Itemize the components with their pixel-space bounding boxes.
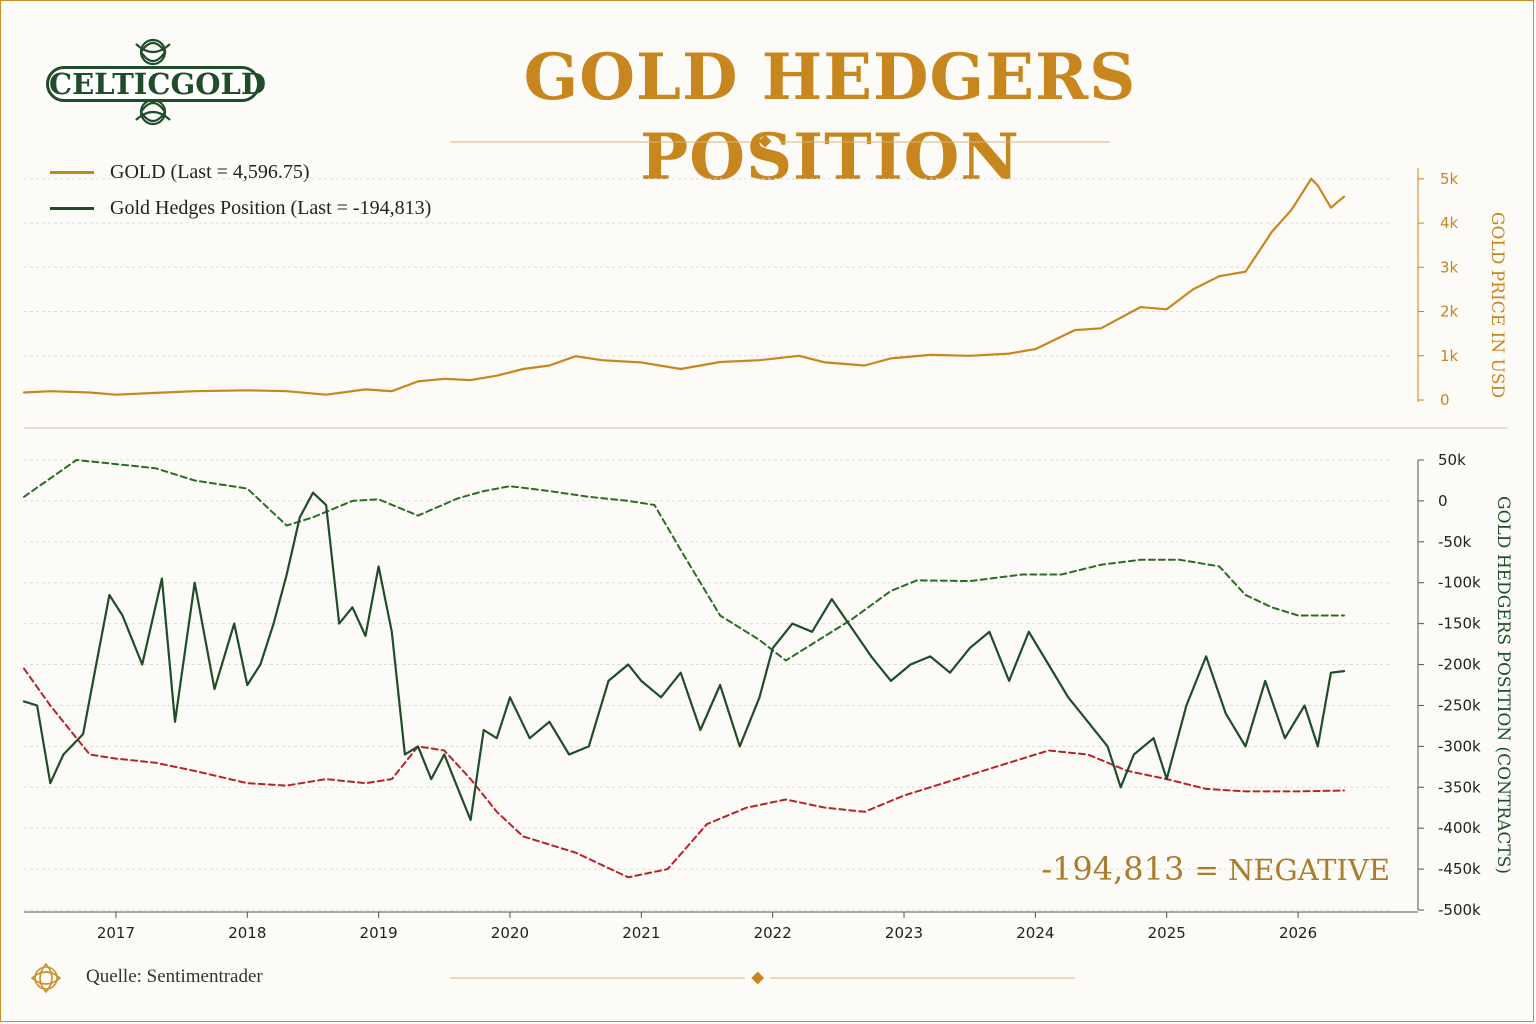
gold-y-tick-label: 2k (1440, 303, 1459, 321)
chart-title: GOLD HEDGERS POSITION (523, 40, 1137, 195)
hedgers-y-tick-label: 0 (1438, 492, 1448, 510)
gold-y-tick-label: 1k (1440, 347, 1459, 365)
hedgers-y-tick-label: -350k (1438, 778, 1481, 796)
annotation-value: -194,813 (1041, 850, 1194, 888)
gold-y-axis-title: GOLD PRICE IN USD (1487, 212, 1507, 398)
lower-band-line (23, 667, 1345, 879)
x-tick-label: 2023 (885, 924, 923, 942)
x-tick-label: 2022 (754, 924, 792, 942)
hedgers-y-axis-title: GOLD HEDGERS POSITION (CONTRACTS) (1493, 496, 1513, 874)
legend-label-gold: GOLD (Last = 4,596.75) (110, 161, 310, 183)
title-divider-diamond (758, 134, 772, 148)
x-tick-label: 2021 (622, 924, 660, 942)
hedgers-y-tick-label: -250k (1438, 696, 1481, 714)
celtic-knot-icon (135, 38, 171, 126)
annotation-text: -194,813 = NEGATIVE (1041, 850, 1390, 888)
hedgers-y-tick-label: -150k (1438, 615, 1481, 633)
hedgers-y-tick-label: -300k (1438, 737, 1481, 755)
gold-y-tick-label: 3k (1440, 258, 1459, 276)
x-tick-label: 2017 (97, 924, 135, 942)
footer-divider-diamond (751, 971, 765, 985)
x-tick-label: 2024 (1016, 924, 1054, 942)
hedgers-y-tick-label: -100k (1438, 574, 1481, 592)
hedgers-y-tick-label: -50k (1438, 533, 1471, 551)
hedgers-y-tick-label: 50k (1438, 451, 1466, 469)
x-tick-label: 2025 (1148, 924, 1186, 942)
x-tick-label: 2026 (1279, 924, 1317, 942)
hedgers-position-line (22, 491, 1346, 822)
legend-swatch-gold (50, 171, 94, 174)
x-tick-label: 2020 (491, 924, 529, 942)
x-tick-label: 2019 (360, 924, 398, 942)
legend-swatch-hedgers (50, 207, 94, 210)
gold-y-tick-label: 5k (1440, 170, 1459, 188)
celtic-knot-small-icon (30, 962, 62, 994)
gold-price-line (22, 177, 1346, 396)
hedgers-y-tick-label: -450k (1438, 860, 1481, 878)
gold-y-tick-label: 0 (1440, 391, 1450, 409)
upper-band-line (23, 459, 1345, 662)
hedgers-y-tick-label: -500k (1438, 901, 1481, 919)
hedgers-y-tick-label: -400k (1438, 819, 1481, 837)
logo-text: CELTICGOLD (46, 66, 266, 102)
legend-label-hedgers: Gold Hedges Position (Last = -194,813) (110, 197, 432, 219)
source-label: Quelle: Sentimentrader (86, 966, 263, 987)
annotation-label: = NEGATIVE (1195, 853, 1391, 887)
hedgers-y-tick-label: -200k (1438, 656, 1481, 674)
celticgold-logo: CELTICGOLD (46, 30, 266, 134)
gold-y-tick-label: 4k (1440, 214, 1459, 232)
x-tick-label: 2018 (228, 924, 266, 942)
